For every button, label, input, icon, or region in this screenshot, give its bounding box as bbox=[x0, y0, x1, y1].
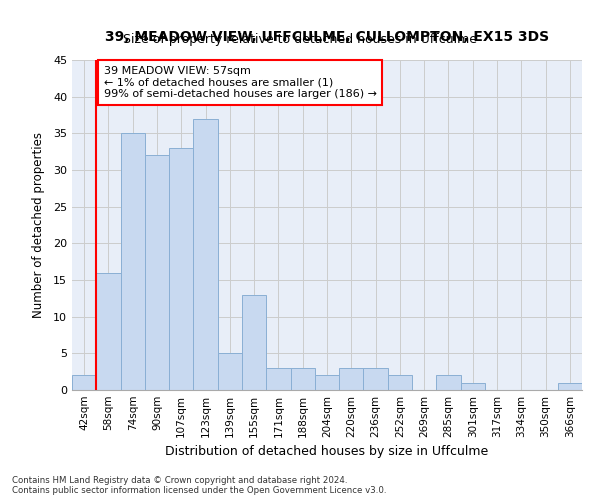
Bar bbox=[72, 376, 96, 390]
Bar bbox=[290, 368, 315, 390]
Bar bbox=[96, 272, 121, 390]
Bar bbox=[218, 354, 242, 390]
Bar bbox=[339, 368, 364, 390]
Bar bbox=[169, 148, 193, 390]
Bar bbox=[388, 376, 412, 390]
Bar bbox=[461, 382, 485, 390]
Text: Contains HM Land Registry data © Crown copyright and database right 2024.
Contai: Contains HM Land Registry data © Crown c… bbox=[12, 476, 386, 495]
Text: 39 MEADOW VIEW: 57sqm
← 1% of detached houses are smaller (1)
99% of semi-detach: 39 MEADOW VIEW: 57sqm ← 1% of detached h… bbox=[104, 66, 377, 99]
Bar bbox=[436, 376, 461, 390]
Y-axis label: Number of detached properties: Number of detached properties bbox=[32, 132, 44, 318]
Bar bbox=[193, 118, 218, 390]
Bar bbox=[145, 156, 169, 390]
Text: Size of property relative to detached houses in Uffculme: Size of property relative to detached ho… bbox=[123, 32, 477, 46]
Bar bbox=[242, 294, 266, 390]
Title: 39, MEADOW VIEW, UFFCULME, CULLOMPTON, EX15 3DS: 39, MEADOW VIEW, UFFCULME, CULLOMPTON, E… bbox=[105, 30, 549, 44]
X-axis label: Distribution of detached houses by size in Uffculme: Distribution of detached houses by size … bbox=[166, 446, 488, 458]
Bar bbox=[315, 376, 339, 390]
Bar bbox=[266, 368, 290, 390]
Bar bbox=[558, 382, 582, 390]
Bar bbox=[364, 368, 388, 390]
Bar bbox=[121, 134, 145, 390]
